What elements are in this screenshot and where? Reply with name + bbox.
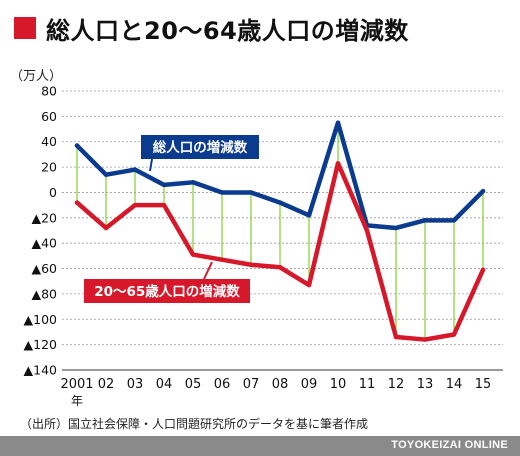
data-point [364,228,370,233]
y-tick-label: 40 [41,134,57,149]
data-point [422,337,428,342]
legend-leader-line [203,261,213,280]
data-point [219,257,225,262]
data-point [103,225,109,231]
x-tick-label: 02 [98,377,115,392]
x-tick-label: 15 [475,377,492,392]
y-tick-label: ▲40 [31,236,57,251]
y-tick-label: 20 [41,160,57,175]
x-tick-label: 13 [417,377,434,392]
y-tick-label: ▲80 [31,286,57,301]
data-point [161,182,167,188]
data-point [480,188,486,194]
legend-box [141,135,259,159]
x-tick-label: 08 [272,377,289,392]
data-point [190,252,196,257]
data-point [248,262,254,267]
data-point [306,213,312,218]
x-axis-year-suffix: 年 [71,394,83,408]
data-point [277,265,283,270]
x-tick-label: 09 [301,377,318,392]
x-tick-label: 03 [127,377,144,392]
data-point [190,180,196,185]
data-point [74,143,80,148]
data-point [480,267,486,273]
source-note: （出所）国立社会保障・人口問題研究所のデータを基に筆者作成 [20,417,369,431]
x-tick-label: 11 [359,377,376,392]
y-tick-label: 80 [41,84,57,99]
connector-layer [76,122,484,340]
data-point [451,218,457,223]
y-tick-label: ▲60 [31,261,57,276]
footer-bar: TOYOKEIZAI ONLINE [0,436,520,456]
data-point [132,167,138,172]
legend-box [84,279,250,303]
y-axis-unit-label: （万人） [10,69,62,84]
data-point [335,120,341,125]
y-tick-label: ▲140 [24,363,58,378]
y-tick-label: 0 [49,185,57,200]
chart-title-area: 総人口と20～64歳人口の増減数 [14,12,409,45]
x-tick-label: 10 [330,377,347,392]
data-point [161,202,167,208]
y-tick-label: 60 [41,109,57,124]
data-point [132,202,138,208]
data-point [103,172,109,177]
x-tick-label: 06 [214,377,231,392]
data-point [335,161,341,166]
data-point [422,218,428,223]
title-square-icon [14,17,36,39]
x-tick-label: 05 [185,377,202,392]
data-point [393,225,399,231]
data-point [248,190,254,195]
data-point [277,200,283,205]
data-point [451,332,457,337]
x-tick-label: 07 [243,377,260,392]
y-tick-label: ▲20 [31,210,57,225]
legend-layer: 総人口の増減数 20～65歳人口の増減数 [84,135,259,303]
chart-title: 総人口と20～64歳人口の増減数 [46,16,409,45]
data-point [219,190,225,195]
data-point [393,334,399,340]
x-tick-label: 2001 [60,377,93,392]
data-point [74,200,80,205]
data-point [306,282,312,288]
legend-leader-line [149,158,153,172]
x-tick-label: 04 [156,377,173,392]
legend-label: 総人口の増減数 [153,139,248,156]
y-tick-label: ▲120 [24,337,58,352]
grid-layer [62,90,503,346]
series-layer [74,120,486,342]
legend-label: 20～65歳人口の増減数 [94,283,240,300]
brand-label: TOYOKEIZAI ONLINE [391,439,508,451]
x-tick-label: 14 [446,377,463,392]
x-tick-label: 12 [388,377,405,392]
y-tick-label: ▲100 [24,312,58,327]
